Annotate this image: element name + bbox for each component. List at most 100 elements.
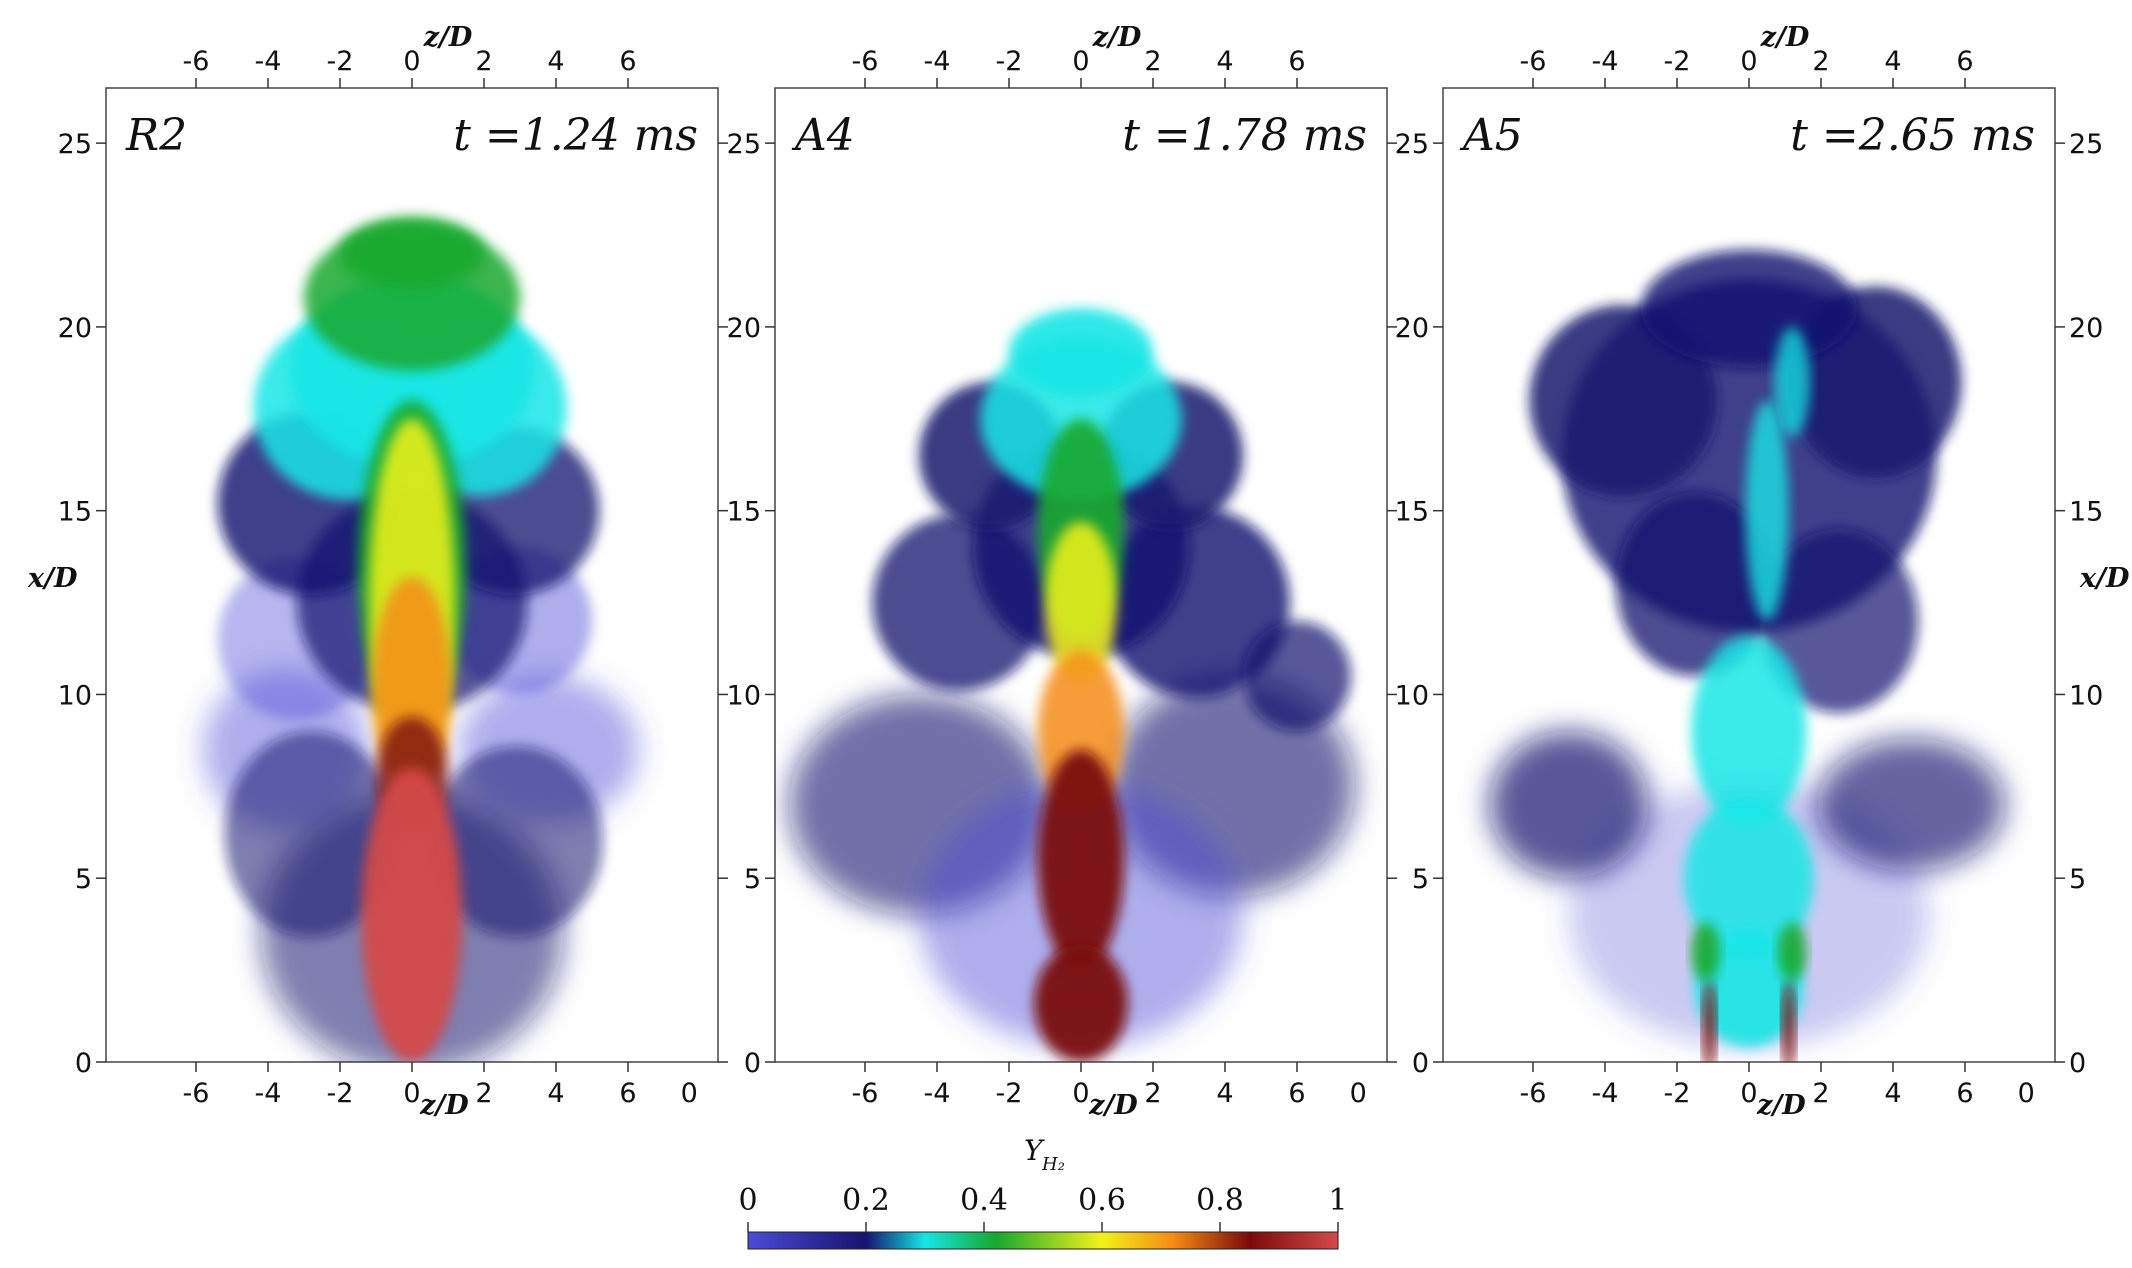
x-tick-label-bottom: -4 [1592, 1078, 1619, 1109]
y-axis-title-right: x/D [2079, 563, 2130, 594]
x-tick-label-bottom: 2 [1144, 1078, 1161, 1109]
x-tick-label-top: -2 [1664, 46, 1691, 77]
x-tick-label-bottom: 2 [1812, 1078, 1829, 1109]
x-tick-label-bottom: -4 [255, 1078, 282, 1109]
x-tick-label-bottom: -6 [852, 1078, 879, 1109]
y-tick-label-left: 25 [727, 129, 761, 160]
x-tick-label-bottom: -4 [924, 1078, 951, 1109]
x-axis-title-top: z/D [1760, 22, 1810, 53]
panel-label: R2 [125, 110, 187, 161]
y-tick-label-left: 15 [1395, 497, 1429, 528]
y-tick-label-left: 20 [1395, 313, 1429, 344]
y-axis-title-left: x/D [27, 563, 78, 594]
y-tick-label-left: 25 [1395, 129, 1429, 160]
x-tick-label-bottom: 0 [1740, 1078, 1757, 1109]
x-tick-label-bottom: 2 [475, 1078, 492, 1109]
y-tick-label-left: 0 [744, 1048, 761, 1079]
y-tick-label-right: 25 [2069, 129, 2103, 160]
plume-region [1489, 731, 1649, 879]
x-tick-label-bottom: 0 [403, 1078, 420, 1109]
x-tick-label-top: 6 [1288, 46, 1305, 77]
x-tick-label-bottom: 0 [1072, 1078, 1089, 1109]
x-tick-label-top: 6 [619, 46, 636, 77]
x-tick-label-bottom: 6 [1956, 1078, 1973, 1109]
plume-region [1243, 620, 1351, 732]
x-tick-label-top: -6 [183, 46, 210, 77]
x-tick-label-top: 2 [1144, 46, 1161, 77]
plume-region [1774, 326, 1811, 438]
x-tick-label-bottom: -2 [996, 1078, 1023, 1109]
y-tick-label-left: 5 [744, 864, 761, 895]
colorbar-bar [747, 1231, 1339, 1250]
plume-region [1777, 922, 1807, 982]
y-tick-label-left: 10 [58, 680, 92, 711]
y-tick-label-left: 25 [58, 129, 92, 160]
jet-plume [203, 216, 639, 1062]
plume-region [1529, 304, 1717, 496]
x-tick-label-top: -6 [852, 46, 879, 77]
jet-plume [789, 308, 1355, 1062]
x-axis-title-bottom: z/D [419, 1090, 469, 1121]
plume-region [224, 731, 398, 938]
plume-region [1641, 249, 1857, 368]
x-tick-label-top: -6 [1520, 46, 1547, 77]
x-axis-title-top: z/D [1092, 22, 1142, 53]
plume-region [1782, 981, 1796, 1062]
x-tick-label-bottom: 4 [1884, 1078, 1901, 1109]
y-tick-label-left: 10 [1395, 680, 1429, 711]
y-tick-label-left: 0 [75, 1048, 92, 1079]
x-tick-label-bottom: 4 [1216, 1078, 1233, 1109]
jet-plume [1489, 249, 2005, 1062]
plume-region [430, 745, 603, 938]
y-tick-label-left: 10 [727, 680, 761, 711]
x-tick-label-top: 2 [475, 46, 492, 77]
plume-region [1034, 944, 1128, 1062]
plume-region [1037, 749, 1125, 971]
x-tick-label-top: 6 [1956, 46, 1973, 77]
x-tick-label-bottom: -6 [183, 1078, 210, 1109]
x-extra-label: 0 [2018, 1078, 2035, 1109]
x-tick-label-top: -4 [1592, 46, 1619, 77]
y-tick-label-right: 10 [2069, 680, 2103, 711]
x-axis-title-bottom: z/D [1088, 1090, 1138, 1121]
y-tick-label-left: 5 [1412, 864, 1429, 895]
plume-region [1759, 529, 1919, 713]
x-tick-label-top: 4 [1216, 46, 1233, 77]
plume-region [1009, 308, 1153, 397]
x-tick-label-top: -4 [255, 46, 282, 77]
x-extra-label: 0 [1350, 1078, 1367, 1109]
plume-region [1691, 922, 1721, 982]
x-extra-label: 0 [681, 1078, 698, 1109]
x-tick-label-top: 2 [1812, 46, 1829, 77]
plume-region [340, 216, 484, 291]
x-tick-label-bottom: -6 [1520, 1078, 1547, 1109]
panel-time: t =2.65 ms [1790, 110, 2035, 161]
x-tick-label-top: 4 [547, 46, 564, 77]
panel-label: A5 [1459, 110, 1523, 161]
x-tick-label-top: 0 [403, 46, 420, 77]
colorbar-title: Y [1024, 1134, 1045, 1167]
x-tick-label-bottom: -2 [327, 1078, 354, 1109]
plume-region [1745, 400, 1789, 621]
y-tick-label-right: 0 [2069, 1048, 2086, 1079]
colorbar-tick-label: 0.4 [960, 1183, 1008, 1218]
x-tick-label-bottom: 4 [547, 1078, 564, 1109]
plume-region [1615, 492, 1775, 677]
x-tick-label-top: -2 [327, 46, 354, 77]
colorbar-tick-label: 1 [1328, 1183, 1347, 1218]
x-axis-title-top: z/D [423, 22, 473, 53]
y-tick-label-left: 0 [1412, 1048, 1429, 1079]
y-tick-label-left: 20 [727, 313, 761, 344]
y-tick-label-left: 15 [58, 497, 92, 528]
y-tick-label-right: 20 [2069, 313, 2103, 344]
colorbar-tick-label: 0.6 [1078, 1183, 1126, 1218]
x-tick-label-top: 0 [1740, 46, 1757, 77]
colorbar-tick-label: 0 [738, 1183, 757, 1218]
colorbar-title-subscript: H₂ [1041, 1154, 1065, 1175]
colorbar-tick-label: 0.8 [1196, 1183, 1244, 1218]
plume-region [1702, 981, 1716, 1062]
plume-region [1817, 738, 2005, 871]
x-tick-label-bottom: -2 [1664, 1078, 1691, 1109]
